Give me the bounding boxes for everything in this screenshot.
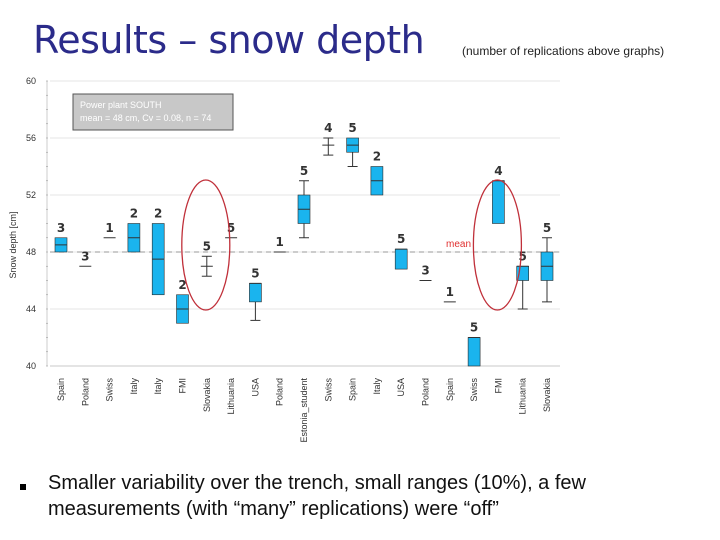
box-4 [127, 223, 141, 253]
box-21 [540, 237, 554, 303]
replication-label: 2 [130, 207, 138, 221]
x-tick-label: USA [396, 378, 406, 397]
replication-label: 3 [57, 221, 65, 235]
x-tick-label: USA [250, 378, 260, 397]
replication-label: 4 [324, 121, 332, 135]
y-tick-label: 56 [26, 133, 36, 143]
replication-label: 5 [227, 221, 235, 235]
x-tick-label: FMI [493, 378, 503, 394]
x-tick-label: Italy [129, 378, 139, 395]
slide-title: Results – snow depth [33, 18, 425, 62]
y-axis-label: Snow depth [cm] [8, 211, 18, 278]
x-tick-label: Italy [153, 378, 163, 395]
box-11 [297, 180, 311, 239]
box-12 [322, 137, 335, 156]
highlight-circle [472, 179, 523, 311]
replication-label: 3 [421, 264, 429, 278]
replication-label: 3 [81, 249, 89, 263]
replication-label: 1 [446, 285, 454, 299]
box-7 [200, 255, 213, 277]
replication-label: 5 [300, 164, 308, 178]
box-14 [370, 166, 384, 196]
x-tick-label: Estonia_student [299, 378, 309, 443]
x-tick-label: Swiss [323, 378, 333, 402]
bullet-text: Smaller variability over the trench, sma… [48, 472, 586, 520]
replication-label: 2 [178, 278, 186, 292]
replication-label: 5 [251, 266, 259, 280]
replication-label: 1 [276, 235, 284, 249]
box-18 [467, 337, 481, 367]
x-tick-label: Lithuania [226, 378, 236, 415]
x-tick-label: Swiss [105, 378, 115, 402]
replication-label: 5 [203, 239, 211, 253]
x-tick-label: FMI [178, 378, 188, 394]
replication-label: 5 [519, 249, 527, 263]
box-13 [346, 137, 359, 167]
replication-label: 5 [397, 232, 405, 246]
box-9 [249, 282, 262, 321]
bullet-marker [20, 484, 26, 490]
replication-label: 5 [543, 221, 551, 235]
legend-background [72, 93, 234, 131]
legend-line-1: Power plant SOUTH [80, 100, 162, 110]
y-tick-label: 48 [26, 247, 36, 257]
legend-line-2: mean = 48 cm, Cv = 0.08, n = 74 [80, 113, 211, 123]
highlight-circles [181, 179, 523, 311]
box-6 [176, 294, 189, 324]
box-body [467, 337, 481, 367]
x-tick-labels: Spain Poland Swiss Italy Italy FMI Slovakia Lit… [56, 378, 552, 443]
slide-subtitle: (number of replications above graphs) [462, 44, 665, 58]
x-tick-label: Poland [421, 378, 431, 406]
y-tick-label: 40 [26, 361, 36, 371]
y-tick-label: 44 [26, 304, 36, 314]
x-tick-label: Slovakia [202, 378, 212, 412]
replication-label: 5 [348, 121, 356, 135]
replication-label: 4 [494, 164, 502, 178]
x-tick-label: Spain [56, 378, 66, 401]
box-body [249, 283, 262, 303]
x-tick-label: Italy [372, 378, 382, 395]
mean-label: mean [446, 239, 471, 250]
box-body [394, 248, 408, 270]
x-tick-label: Spain [348, 378, 358, 401]
x-tick-label: Lithuania [518, 378, 528, 415]
box-1 [54, 237, 68, 253]
x-tick-label: Spain [445, 378, 455, 401]
box-5 [151, 223, 165, 296]
replication-label: 1 [105, 221, 113, 235]
y-tick-label: 52 [26, 190, 36, 200]
box-19 [492, 180, 505, 224]
legend-box: Power plant SOUTH mean = 48 cm, Cv = 0.0… [72, 93, 234, 131]
replication-label: 2 [373, 150, 381, 164]
y-tick-label: 60 [26, 76, 36, 86]
replication-labels: 3 3 1 2 2 2 5 5 5 1 5 4 5 2 5 3 1 5 4 5 5 [57, 121, 551, 335]
box-body [492, 180, 505, 224]
replication-label: 2 [154, 207, 162, 221]
boxes [54, 137, 554, 367]
x-tick-label: Slovakia [542, 378, 552, 412]
box-20 [516, 265, 530, 310]
x-tick-label: Swiss [469, 378, 479, 402]
replication-label: 5 [470, 321, 478, 335]
box-15 [394, 248, 408, 270]
x-tick-label: Poland [80, 378, 90, 406]
highlight-circle [181, 179, 231, 311]
x-tick-label: Poland [275, 378, 285, 406]
